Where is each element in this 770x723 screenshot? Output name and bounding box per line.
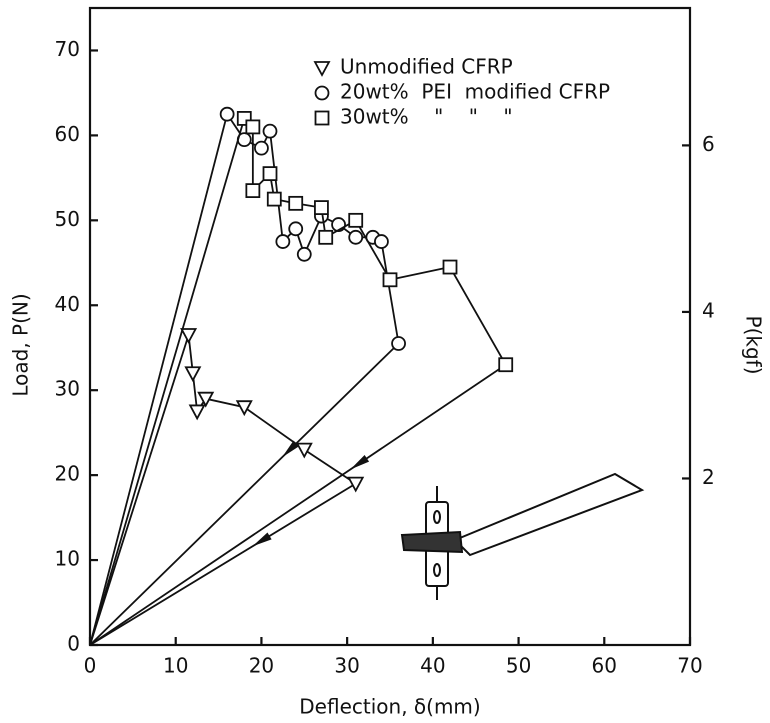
specimen-inset <box>400 472 645 600</box>
series-line <box>243 117 507 366</box>
loading-line <box>89 118 246 646</box>
data-point <box>318 229 334 245</box>
data-point <box>296 246 312 262</box>
y2-tick-label: 4 <box>702 298 715 322</box>
data-point <box>382 272 398 288</box>
y-tick-label: 60 <box>55 122 80 146</box>
x-tick-label: 50 <box>506 654 531 678</box>
data-point <box>254 140 269 156</box>
y-tick-label: 20 <box>55 462 80 486</box>
data-point <box>262 123 278 139</box>
data-point <box>391 336 406 351</box>
y-tick-label: 30 <box>55 377 80 401</box>
data-point <box>295 442 313 459</box>
x-axis-label: Deflection, δ(mm) <box>299 695 480 719</box>
data-point <box>266 191 282 207</box>
data-point <box>245 119 261 135</box>
data-point <box>197 391 215 408</box>
legend-marker <box>314 110 330 126</box>
data-point <box>235 400 253 417</box>
legend-marker <box>314 85 330 101</box>
x-tick-label: 10 <box>163 654 188 678</box>
data-point <box>288 195 304 211</box>
y-tick-label: 50 <box>55 207 80 231</box>
y-tick-label: 70 <box>55 37 80 61</box>
data-point <box>374 234 389 249</box>
y-axis-label: Load, P(N) <box>9 293 33 396</box>
data-point <box>347 476 365 493</box>
unload-arrow <box>252 532 272 547</box>
data-point <box>245 183 261 199</box>
y-tick-label: 40 <box>55 292 80 316</box>
loading-line <box>89 334 190 646</box>
legend-label: 30wt% " " " <box>340 105 513 129</box>
data-point <box>180 328 198 344</box>
legend-label: 20wt% PEI modified CFRP <box>340 80 610 104</box>
y2-axis-label: P(kgf) <box>742 316 766 375</box>
x-tick-label: 40 <box>420 654 445 678</box>
legend-label: Unmodified CFRP <box>340 55 513 79</box>
unloading-line <box>89 342 400 646</box>
unload-arrow <box>350 455 370 470</box>
data-point <box>314 200 329 215</box>
loading-line <box>89 113 229 646</box>
x-tick-label: 20 <box>249 654 274 678</box>
x-tick-label: 70 <box>677 654 702 678</box>
data-point <box>348 229 364 245</box>
plot-frame <box>88 6 692 647</box>
data-point <box>442 259 458 275</box>
x-tick-label: 30 <box>334 654 359 678</box>
data-point <box>348 212 364 228</box>
data-point <box>219 106 235 122</box>
x-tick-label: 0 <box>84 654 97 678</box>
unloading-line <box>89 363 507 646</box>
unload-arrow <box>281 440 300 458</box>
data-point <box>498 357 514 373</box>
y2-tick-label: 2 <box>702 465 715 489</box>
data-point <box>288 221 304 237</box>
legend-marker <box>313 61 331 77</box>
data-point <box>184 366 202 383</box>
y2-tick-label: 6 <box>702 132 715 156</box>
data-point <box>188 404 206 421</box>
x-tick-label: 60 <box>592 654 617 678</box>
data-point <box>262 166 278 182</box>
data-point <box>275 234 291 249</box>
unloading-line <box>89 482 357 646</box>
y-tick-label: 0 <box>67 632 80 656</box>
y-tick-label: 10 <box>55 547 80 571</box>
